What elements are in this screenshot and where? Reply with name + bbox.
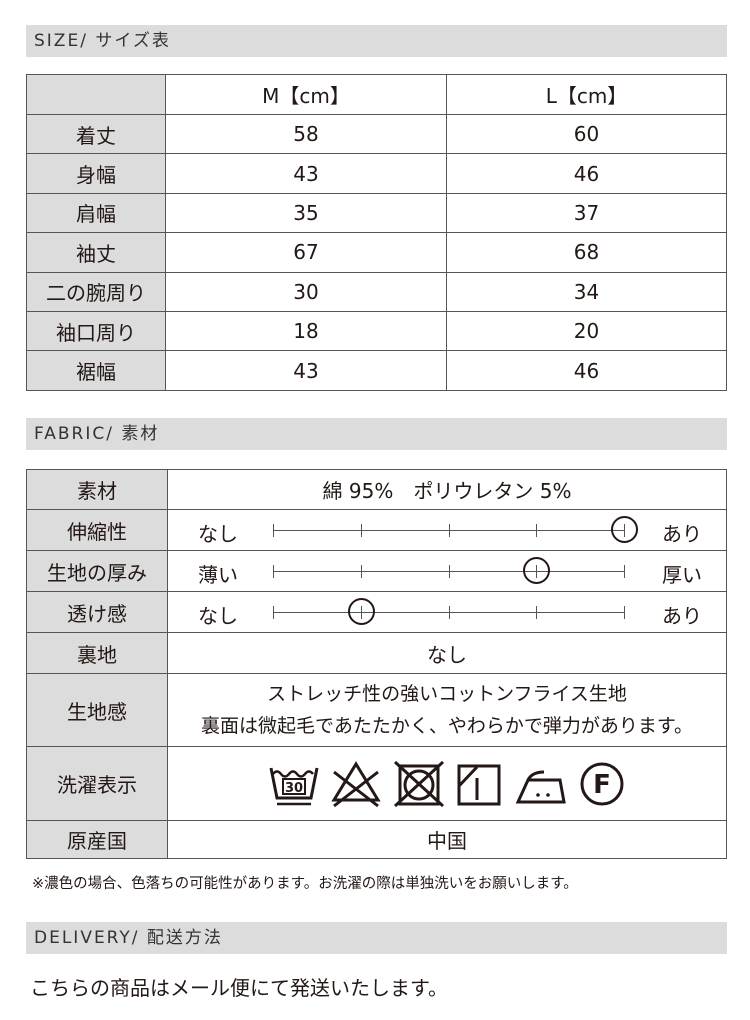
size-value: 30 [165, 271, 447, 312]
feel-line-2: 裏面は微起毛であたたかく、やわらかで弾力があります。 [201, 715, 693, 737]
thickness-scale: 薄い 厚い [168, 551, 726, 591]
size-value: 58 [165, 113, 447, 155]
size-value: 20 [446, 310, 727, 352]
scale-tick [360, 524, 362, 537]
size-row-label: 袖丈 [26, 232, 166, 273]
scale-tick [273, 565, 274, 578]
size-row-label: 裾幅 [26, 350, 166, 391]
fabric-table: 素材綿 95% ポリウレタン 5% 伸縮性 なし あり 生地の厚み 薄い 厚い 透け感な… [26, 469, 727, 859]
fabric-section-header: FABRIC/ 素材 [26, 418, 727, 450]
size-section-header: SIZE/ サイズ表 [26, 25, 727, 57]
size-value: 46 [446, 153, 727, 194]
care-label: 洗濯表示 [26, 746, 168, 821]
stretch-scale: なし あり [168, 510, 726, 550]
size-row-label: 袖口周り [26, 310, 166, 352]
size-row: 着丈 58 60 [26, 113, 727, 155]
origin-label: 原産国 [26, 820, 168, 859]
scale-marker [523, 557, 551, 584]
size-row: 肩幅 35 37 [26, 192, 727, 234]
size-column-header [26, 74, 166, 115]
size-value: 68 [446, 232, 727, 273]
size-value: 18 [165, 310, 447, 352]
size-row: 袖口周り 18 20 [26, 310, 727, 352]
scale-left: なし [198, 522, 238, 546]
size-column-header: M【cm】 [165, 74, 447, 115]
scale-label: 生地の厚み [26, 550, 168, 592]
scale-tick [273, 524, 274, 537]
scale-tick [624, 565, 625, 578]
scale-left: 薄い [198, 563, 238, 587]
lining-label: 裏地 [26, 632, 168, 674]
scale-right: 厚い [662, 563, 702, 587]
iron-medium-icon [515, 770, 566, 803]
size-value: 60 [446, 113, 727, 155]
scale-marker [347, 598, 375, 625]
size-row-label: 着丈 [26, 113, 166, 155]
scale-tick [448, 524, 450, 537]
sheerness-scale: なし あり [168, 592, 726, 632]
origin-value: 中国 [167, 820, 727, 859]
size-value: 43 [165, 153, 447, 194]
scale-tick [360, 565, 362, 578]
scale-label: 伸縮性 [26, 509, 168, 551]
no-bleach-icon [331, 760, 382, 807]
size-row-label: 二の腕周り [26, 271, 166, 312]
size-value: 67 [165, 232, 447, 273]
material-value: 綿 95% ポリウレタン 5% [167, 469, 727, 510]
size-row-label: 身幅 [26, 153, 166, 194]
svg-text:30: 30 [285, 781, 303, 796]
line-dry-shade-icon [457, 764, 501, 805]
material-label: 素材 [26, 469, 168, 510]
care-note: ※濃色の場合、色落ちの可能性があります。お洗濯の際は単独洗いをお願いします。 [32, 876, 578, 892]
size-row: 裾幅 43 46 [26, 350, 727, 391]
scale-tick [273, 606, 274, 619]
size-table: M【cm】 L【cm】 着丈 58 60 身幅 43 46 肩幅 35 37 袖丈 67 68 二の腕周り 3… [26, 74, 727, 391]
delivery-section-header: DELIVERY/ 配送方法 [26, 922, 727, 954]
dry-clean-f-icon: F [580, 762, 624, 805]
size-value: 35 [165, 192, 447, 234]
no-tumble-dry-icon [393, 760, 444, 807]
scale-tick [448, 606, 450, 619]
size-row: 身幅 43 46 [26, 153, 727, 194]
scale-right: あり [662, 604, 702, 628]
size-value: 46 [446, 350, 727, 391]
size-row: 二の腕周り 30 34 [26, 271, 727, 312]
scale-right: あり [662, 522, 702, 546]
scale-tick [536, 606, 538, 619]
lining-value: なし [167, 632, 727, 674]
feel-line-1: ストレッチ性の強いコットンフライス生地 [267, 683, 627, 705]
size-value: 34 [446, 271, 727, 312]
size-value: 43 [165, 350, 447, 391]
scale-label: 透け感 [26, 591, 168, 633]
size-row-label: 肩幅 [26, 192, 166, 234]
size-row: 袖丈 67 68 [26, 232, 727, 273]
size-column-header: L【cm】 [446, 74, 727, 115]
scale-left: なし [198, 604, 238, 628]
delivery-text: こちらの商品はメール便にて発送いたします。 [30, 976, 448, 1000]
svg-text:F: F [593, 770, 611, 800]
wash-30-icon: 30 [269, 767, 319, 805]
scale-tick [624, 606, 625, 619]
scale-marker [611, 516, 638, 543]
size-value: 37 [446, 192, 727, 234]
scale-tick [448, 565, 450, 578]
scale-tick [536, 524, 538, 537]
feel-label: 生地感 [26, 673, 168, 747]
